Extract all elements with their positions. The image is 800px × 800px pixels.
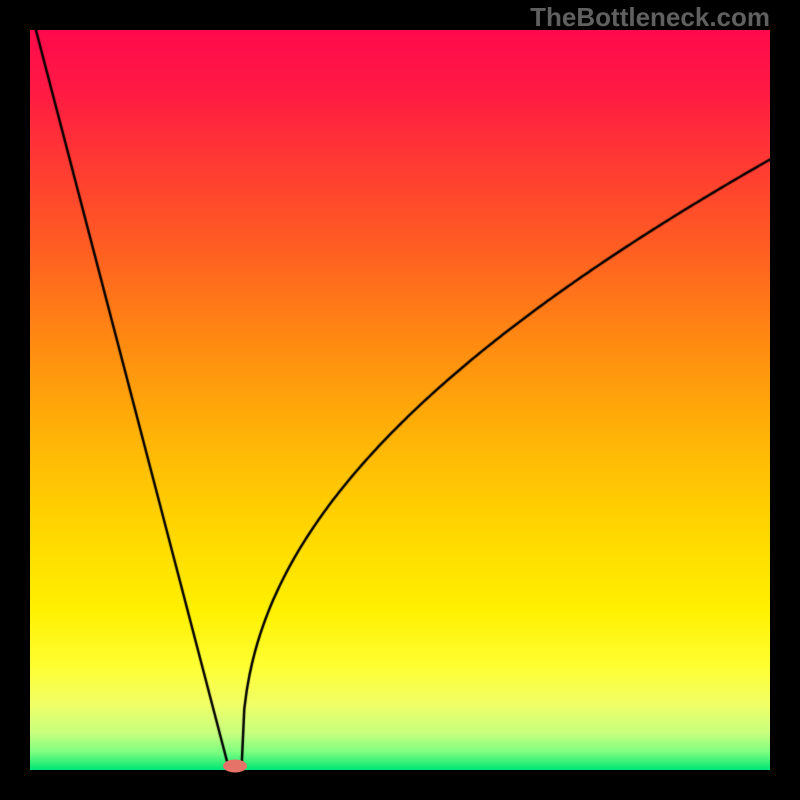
optimal-point-marker	[223, 759, 247, 772]
watermark-text: TheBottleneck.com	[530, 2, 770, 33]
chart-container: TheBottleneck.com	[0, 0, 800, 800]
bottleneck-curve	[30, 30, 770, 770]
plot-area	[30, 30, 770, 770]
